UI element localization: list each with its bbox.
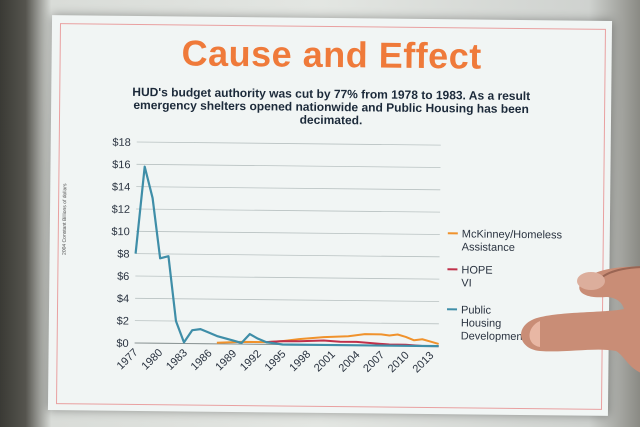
y-tick-label: $16 bbox=[112, 159, 130, 171]
y-tick-label: $10 bbox=[111, 226, 129, 238]
legend-label: McKinney/HomelessAssistance bbox=[462, 228, 563, 254]
hand-photo bbox=[521, 266, 640, 373]
y-axis-label: 2004 Constant Billions of dollars bbox=[62, 183, 69, 255]
gridline bbox=[136, 208, 441, 213]
x-tick-label: 1989 bbox=[213, 348, 239, 374]
gridline bbox=[136, 163, 441, 168]
gridline bbox=[135, 230, 440, 235]
gridline bbox=[136, 141, 441, 146]
y-tick-label: $6 bbox=[117, 271, 129, 283]
gridline bbox=[136, 186, 441, 191]
gridline bbox=[135, 253, 440, 258]
x-tick-label: 2001 bbox=[312, 349, 338, 375]
x-tick-label: 1977 bbox=[115, 347, 141, 373]
x-tick-label: 1983 bbox=[164, 347, 190, 373]
x-tick-label: 2004 bbox=[337, 349, 363, 375]
y-tick-label: $14 bbox=[112, 181, 130, 193]
x-tick-label: 2010 bbox=[386, 349, 412, 375]
series-line-3 bbox=[134, 165, 439, 348]
x-tick-label: 1998 bbox=[287, 348, 313, 374]
y-tick-label: $4 bbox=[117, 293, 129, 305]
gridline bbox=[135, 275, 440, 280]
line-chart: 2004 Constant Billions of dollars $0 $2 $4… bbox=[62, 137, 563, 376]
x-tick-label: 2013 bbox=[411, 350, 437, 376]
gridline bbox=[134, 320, 439, 325]
x-tick-label: 1992 bbox=[238, 348, 264, 374]
x-tick-label: 1986 bbox=[189, 347, 215, 373]
legend-label: PublicHousingDevelopment bbox=[461, 304, 526, 343]
gridline bbox=[135, 297, 440, 302]
x-tick-label: 1995 bbox=[263, 348, 289, 374]
legend-label: HOPEVI bbox=[461, 264, 492, 289]
x-tick-label: 1980 bbox=[139, 347, 165, 373]
y-tick-label: $12 bbox=[112, 204, 130, 216]
x-tick-label: 2007 bbox=[361, 349, 387, 375]
slide: Cause and Effect HUD's budget authority … bbox=[47, 15, 613, 416]
y-tick-label: $8 bbox=[117, 248, 129, 260]
y-tick-label: $2 bbox=[117, 315, 129, 327]
y-tick-label: $18 bbox=[112, 137, 130, 149]
y-tick-label: $0 bbox=[116, 338, 128, 350]
